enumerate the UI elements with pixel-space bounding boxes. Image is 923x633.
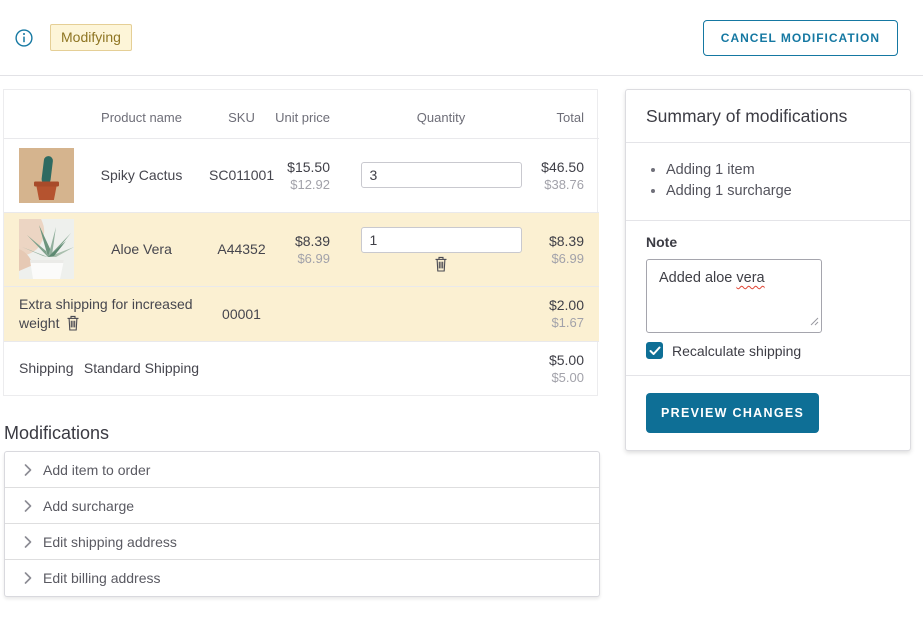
modifications-title: Modifications	[4, 423, 110, 443]
row-total: $46.50	[541, 158, 584, 175]
summary-panel: Summary of modifications Adding 1 item A…	[625, 89, 911, 451]
summary-list: Adding 1 item Adding 1 surcharge	[626, 143, 910, 220]
note-label: Note	[646, 234, 678, 250]
product-sku: SC011001	[209, 167, 275, 183]
chevron-right-icon	[24, 463, 32, 476]
status-badge: Modifying	[50, 24, 132, 51]
col-total-header: Total	[556, 109, 584, 125]
accordion-edit-shipping-address[interactable]: Edit shipping address	[5, 524, 599, 560]
table-row-spiky-cactus: Spiky Cactus SC011001 $15.50 $12.92 $46.…	[4, 138, 599, 212]
row-total-secondary: $6.99	[551, 250, 584, 266]
unit-price-secondary: $12.92	[290, 176, 330, 192]
shipping-label: Shipping	[19, 360, 74, 377]
product-name: Spiky Cactus	[100, 167, 183, 183]
recalculate-label: Recalculate shipping	[672, 342, 802, 359]
row-total-secondary: $1.67	[551, 315, 584, 330]
row-total: $2.00	[548, 297, 584, 313]
product-sku: A44352	[217, 241, 266, 257]
product-image-aloe-vera	[19, 219, 74, 279]
main-content: Product name SKU Unit price Quantity Tot…	[0, 76, 923, 597]
row-total: $5.00	[548, 351, 584, 368]
shipping-method: Standard Shipping	[83, 360, 200, 377]
table-row-shipping: Shipping Standard Shipping $5.00 $5.00	[4, 341, 599, 395]
summary-item: Adding 1 surcharge	[666, 183, 890, 199]
unit-price: $15.50	[287, 158, 330, 175]
row-total-secondary: $38.76	[544, 176, 584, 192]
accordion-label: Edit shipping address	[43, 533, 177, 550]
accordion-label: Add item to order	[43, 461, 151, 478]
info-icon[interactable]	[15, 28, 33, 47]
note-textarea[interactable]: Added aloe vera	[646, 259, 822, 333]
product-name: Aloe Vera	[111, 241, 172, 257]
order-column: Product name SKU Unit price Quantity Tot…	[3, 89, 600, 597]
remove-item-button[interactable]	[434, 256, 448, 272]
table-row-surcharge: Extra shipping for increased weight 0000…	[4, 286, 599, 341]
accordion-add-item[interactable]: Add item to order	[5, 452, 599, 488]
table-row-aloe-vera: Aloe Vera A44352 $8.39 $6.99	[4, 212, 599, 286]
cancel-modification-button[interactable]: CANCEL MODIFICATION	[702, 19, 898, 56]
col-quantity-header: Quantity	[416, 109, 466, 125]
surcharge-label: Extra shipping for increased weight	[19, 295, 193, 331]
col-unit-price-header: Unit price	[275, 109, 330, 125]
surcharge-sku: 00001	[222, 305, 261, 322]
col-product-name-header: Product name	[101, 109, 182, 125]
col-image-header	[4, 90, 74, 138]
chevron-right-icon	[24, 572, 32, 584]
resize-handle-icon[interactable]	[810, 314, 819, 330]
chevron-right-icon	[24, 535, 32, 548]
chevron-right-icon	[24, 499, 32, 512]
recalculate-shipping-row[interactable]: Recalculate shipping	[646, 342, 890, 359]
recalculate-checkbox[interactable]	[646, 342, 663, 359]
summary-item: Adding 1 item	[666, 162, 890, 178]
product-image-spiky-cactus	[19, 147, 74, 203]
row-total: $8.39	[548, 232, 584, 249]
order-items-table: Product name SKU Unit price Quantity Tot…	[3, 89, 599, 396]
table-header-row: Product name SKU Unit price Quantity Tot…	[4, 90, 599, 138]
col-sku-header: SKU	[228, 109, 255, 125]
top-bar: Modifying CANCEL MODIFICATION	[0, 0, 923, 76]
quantity-input-spiky-cactus[interactable]	[360, 162, 522, 188]
unit-price: $8.39	[294, 232, 330, 249]
quantity-input-aloe-vera[interactable]	[360, 226, 522, 253]
preview-changes-button[interactable]: PREVIEW CHANGES	[646, 393, 820, 433]
accordion-label: Add surcharge	[43, 497, 135, 514]
modifications-accordion: Add item to order Add surcharge Edit shi…	[4, 451, 600, 597]
accordion-edit-billing-address[interactable]: Edit billing address	[5, 560, 599, 596]
accordion-label: Edit billing address	[43, 570, 161, 586]
unit-price-secondary: $6.99	[297, 250, 330, 266]
accordion-add-surcharge[interactable]: Add surcharge	[5, 488, 599, 524]
remove-surcharge-button[interactable]	[66, 315, 80, 331]
note-text: Added aloe vera	[659, 270, 765, 286]
summary-title: Summary of modifications	[646, 106, 848, 126]
row-total-secondary: $5.00	[551, 369, 584, 385]
